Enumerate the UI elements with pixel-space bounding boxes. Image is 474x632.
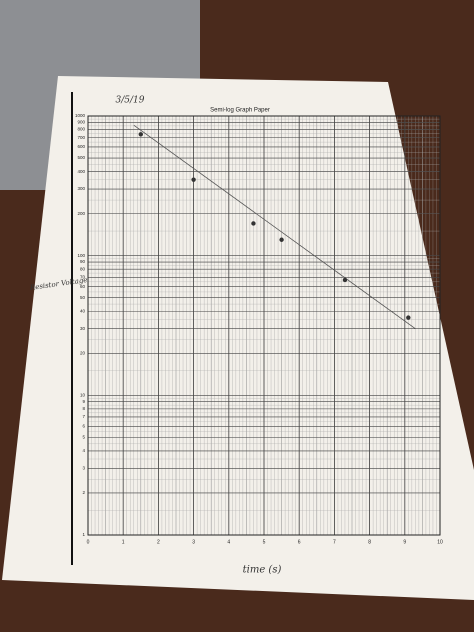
y-tick-label: 1 (82, 532, 85, 537)
y-tick-label: 800 (77, 127, 85, 132)
x-tick-label: 9 (403, 539, 406, 545)
chart-title: Semi-log Graph Paper (210, 108, 270, 114)
y-tick-label: 40 (80, 308, 86, 313)
x-tick-label: 5 (263, 539, 266, 545)
y-tick-label: 50 (80, 295, 86, 300)
y-tick-label: 500 (77, 155, 85, 160)
x-axis-title: time (s) (243, 565, 282, 576)
y-tick-label: 200 (77, 211, 85, 216)
trendline (133, 124, 416, 330)
x-tick-label: 10 (437, 539, 443, 545)
y-tick-label: 100 (77, 253, 85, 258)
y-tick-label: 60 (80, 284, 86, 289)
y-tick-label: 400 (77, 169, 85, 174)
y-tick-label: 2 (82, 490, 85, 495)
y-tick-label: 70 (80, 274, 86, 279)
y-tick-label: 8 (82, 406, 85, 411)
y-tick-label: 3 (82, 466, 85, 471)
y-tick-label: 9 (82, 399, 85, 404)
plot-frame (87, 115, 441, 536)
y-tick-label: 80 (80, 266, 86, 271)
data-point (138, 132, 143, 137)
data-point (191, 177, 196, 182)
y-tick-label: 20 (80, 350, 86, 355)
x-tick-label: 8 (368, 539, 371, 545)
y-tick-label: 7 (82, 414, 85, 419)
x-tick-label: 1 (122, 539, 125, 545)
x-tick-label: 7 (333, 539, 336, 545)
y-tick-label: 600 (77, 144, 85, 149)
x-tick-label: 3 (192, 539, 195, 545)
x-tick-label: 6 (298, 539, 301, 545)
x-tick-label: 0 (87, 539, 90, 545)
x-tick-label: 4 (227, 539, 230, 545)
y-tick-label: 10 (80, 393, 86, 398)
y-tick-label: 5 (82, 435, 85, 440)
y-tick-label: 90 (80, 259, 86, 264)
data-point (251, 221, 256, 226)
paper (2, 76, 474, 600)
y-tick-label: 300 (77, 186, 85, 191)
y-tick-label: 700 (77, 135, 85, 140)
y-tick-label: 4 (82, 448, 85, 453)
y-tick-label: 1000 (75, 113, 86, 118)
x-tick-label: 2 (157, 539, 160, 545)
data-point (279, 237, 284, 242)
data-point (342, 277, 348, 283)
y-tick-label: 900 (77, 120, 85, 125)
data-point (406, 315, 411, 320)
y-tick-label: 30 (80, 326, 86, 331)
date: 3/5/19 (116, 96, 145, 106)
y-tick-label: 6 (82, 424, 85, 429)
